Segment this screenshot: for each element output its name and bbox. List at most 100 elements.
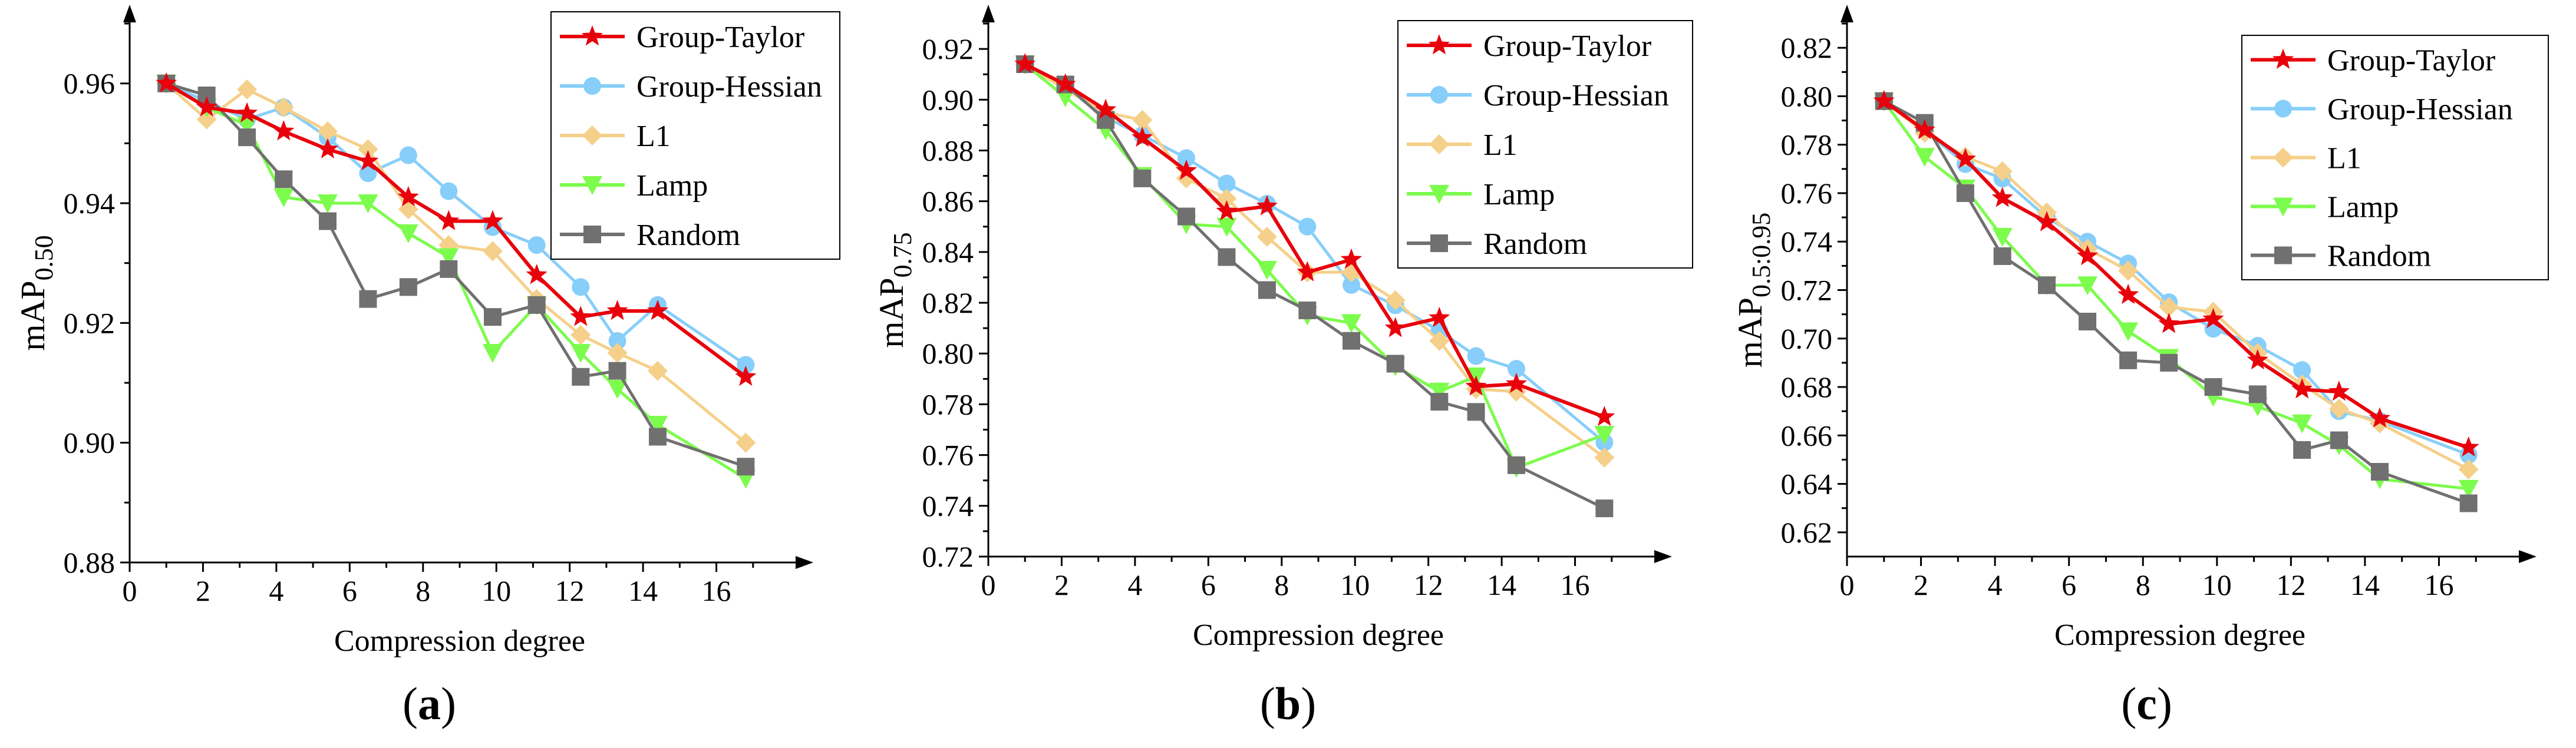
x-tick-label: 2 (1054, 568, 1069, 601)
line-chart-a: 0 2 4 6 8 10 12 14 16 0.88 0.90 0.92 0.94 0.96 Compres… (14, 5, 840, 658)
data-point-random (2248, 385, 2267, 403)
panel-caption-c: (c) (2121, 678, 2172, 729)
data-point-group-taylor (397, 186, 419, 207)
axes: 0 2 4 6 8 10 12 14 16 0.72 0.74 0.76 0.78 0.80 0.82 0.8… (922, 5, 1672, 601)
y-tick-label: 0.92 (64, 306, 116, 339)
data-point-group-taylor (1132, 126, 1153, 147)
legend-marker-l1 (2273, 147, 2293, 168)
y-tick-label: 0.82 (1781, 31, 1833, 64)
data-point-group-taylor (1175, 160, 1198, 180)
y-tick-label: 0.78 (922, 388, 974, 421)
x-tick-label: 10 (481, 574, 511, 607)
legend-label-group-hessian: Group-Hessian (2327, 93, 2513, 127)
series-l1 (156, 73, 756, 453)
x-axis-arrow (796, 556, 813, 569)
data-point-random (1133, 169, 1152, 187)
data-point-l1 (2118, 260, 2139, 281)
data-point-lamp (2458, 479, 2479, 499)
data-point-group-taylor (735, 365, 757, 386)
x-tick-label: 14 (628, 574, 658, 607)
data-point-lamp (2292, 414, 2313, 433)
data-point-group-hessian (1298, 217, 1317, 236)
legend: Group-Taylor Group-Hessian L1 Lamp Random (550, 11, 840, 260)
data-point-group-hessian (1218, 174, 1236, 193)
data-point-group-taylor (273, 120, 295, 141)
chart-panel-a: 0 2 4 6 8 10 12 14 16 0.88 0.90 0.92 0.94 0.96 Compres… (0, 0, 859, 748)
data-point-group-taylor (1465, 375, 1487, 396)
legend-marker-group-hessian (1430, 86, 1448, 104)
line-chart-c: 0 2 4 6 8 10 12 14 16 0.62 0.64 0.66 0.68 0.70 0.72 0.7… (1731, 5, 2549, 652)
data-point-group-taylor (2369, 407, 2391, 428)
line-chart-b: 0 2 4 6 8 10 12 14 16 0.72 0.74 0.76 0.78 0.80 0.82 0.8… (872, 5, 1693, 652)
data-point-group-taylor (1594, 406, 1615, 426)
data-point-group-taylor (2458, 436, 2479, 457)
y-axis-label: mAP0.50 (14, 235, 58, 350)
chart-panel-c: 0 2 4 6 8 10 12 14 16 0.62 0.64 0.66 0.68 0.70 0.72 0.7… (1717, 0, 2576, 748)
data-point-random (2160, 353, 2178, 372)
data-point-group-hessian (737, 356, 755, 374)
data-point-random (649, 428, 667, 446)
data-point-lamp (438, 248, 459, 267)
data-point-random (399, 278, 417, 296)
data-point-lamp (358, 194, 378, 213)
y-tick-label: 0.88 (922, 134, 974, 167)
y-tick-label: 0.94 (64, 187, 116, 220)
data-point-group-taylor (1429, 306, 1450, 327)
series-group-taylor (1014, 53, 1615, 426)
legend-marker-group-hessian (2274, 100, 2292, 118)
legend: Group-Taylor Group-Hessian L1 Lamp Random (2241, 35, 2549, 280)
y-tick-label: 0.96 (64, 67, 116, 100)
data-point-random (608, 362, 626, 380)
y-tick-label: 0.74 (922, 489, 974, 522)
data-point-group-taylor (481, 210, 504, 230)
series-group-taylor (156, 72, 757, 386)
data-point-random (737, 458, 755, 476)
x-tick-label: 12 (555, 574, 585, 607)
y-tick-label: 0.64 (1781, 468, 1833, 501)
data-point-group-taylor (438, 210, 460, 230)
x-tick-label: 16 (1561, 568, 1590, 601)
data-point-lamp (398, 224, 418, 243)
data-point-group-taylor (2328, 380, 2350, 401)
x-tick-label: 4 (1988, 568, 2003, 601)
series-line-lamp (1024, 63, 1605, 469)
data-point-group-taylor (156, 72, 177, 92)
data-point-group-taylor (1991, 187, 2013, 207)
data-point-random (1343, 332, 1360, 350)
data-point-lamp (1594, 426, 1615, 445)
data-point-group-taylor (316, 138, 339, 158)
data-point-l1 (607, 343, 628, 363)
data-point-l1 (1429, 330, 1450, 351)
legend-marker-l1 (1429, 134, 1449, 154)
data-point-random (440, 260, 458, 278)
y-tick-label: 0.80 (922, 337, 974, 370)
data-point-group-hessian (399, 146, 417, 164)
data-point-random (1956, 184, 1974, 202)
axes: 0 2 4 6 8 10 12 14 16 0.62 0.64 0.66 0.68 0.70 0.72 0.7… (1781, 5, 2537, 601)
y-tick-label: 0.78 (1781, 128, 1833, 161)
data-point-random (1508, 456, 1525, 474)
data-point-l1 (358, 139, 378, 160)
data-point-random (2459, 494, 2478, 512)
y-tick-label: 0.80 (1781, 80, 1833, 112)
y-axis-arrow (982, 5, 995, 22)
legend-label-l1: L1 (636, 120, 671, 153)
y-tick-label: 0.66 (1781, 419, 1833, 452)
x-tick-label: 8 (415, 574, 430, 607)
data-point-group-hessian (1177, 149, 1195, 167)
y-tick-label: 0.86 (922, 185, 974, 218)
data-point-random (1595, 499, 1614, 518)
y-tick-label: 0.90 (922, 83, 974, 116)
data-point-group-taylor (1297, 261, 1318, 282)
data-point-random (484, 308, 502, 326)
data-point-group-taylor (196, 96, 217, 117)
data-point-group-hessian (608, 332, 626, 350)
data-point-random (2330, 431, 2348, 449)
data-point-group-hessian (1467, 347, 1485, 365)
data-point-l1 (2159, 297, 2179, 317)
data-point-lamp (2118, 322, 2139, 342)
data-point-lamp (483, 344, 503, 363)
data-point-l1 (273, 97, 294, 118)
data-point-lamp (607, 380, 628, 399)
data-point-group-taylor (1873, 90, 1895, 110)
